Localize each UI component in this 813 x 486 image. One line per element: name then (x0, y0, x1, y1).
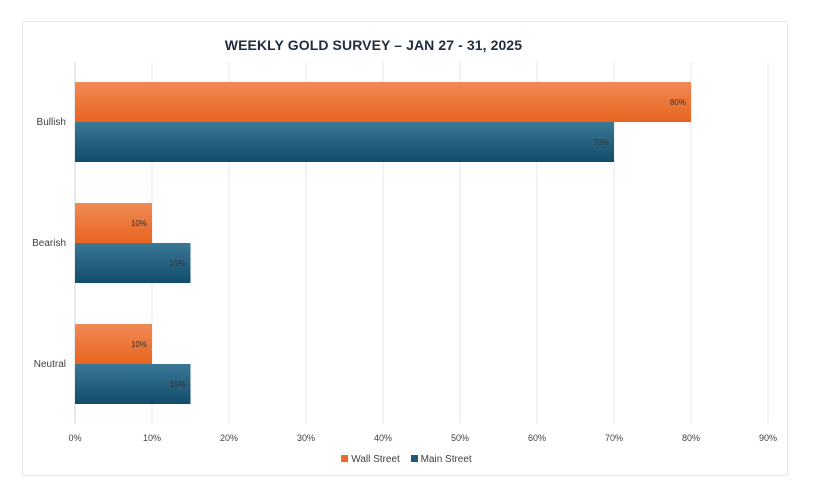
category-label-bullish: Bullish (37, 117, 66, 128)
bar-main-street-bullish (75, 122, 614, 162)
bar-wall-street-bullish (75, 82, 691, 122)
data-label-main-street-bearish: 15% (169, 259, 185, 268)
data-label-main-street-bullish: 70% (593, 138, 609, 147)
labels: 0% 10% 20% 30% 40% 50% 60% 70% 80% 90% Bullish 80% 7… (32, 98, 777, 443)
x-tick-label-90: 90% (759, 433, 777, 443)
x-tick-label-10: 10% (143, 433, 161, 443)
bar-wall-street-bearish (75, 203, 152, 243)
x-tick-label-20: 20% (220, 433, 238, 443)
category-label-bearish: Bearish (32, 238, 66, 249)
legend: Wall Street Main Street (0, 454, 813, 465)
legend-label-main-street: Main Street (420, 454, 472, 465)
data-label-main-street-neutral: 15% (169, 380, 185, 389)
legend-item-main-street: Main Street (410, 454, 472, 465)
data-label-wall-street-bearish: 10% (131, 219, 147, 228)
x-tick-label-70: 70% (605, 433, 623, 443)
legend-swatch-main-street (410, 455, 418, 462)
x-tick-label-30: 30% (297, 433, 315, 443)
data-label-wall-street-neutral: 10% (131, 340, 147, 349)
chart-title: WEEKLY GOLD SURVEY – JAN 27 - 31, 2025 (224, 37, 523, 53)
bar-main-street-neutral (75, 364, 191, 404)
x-tick-label-60: 60% (528, 433, 546, 443)
bars (75, 82, 691, 404)
x-tick-label-50: 50% (451, 433, 469, 443)
data-label-wall-street-bullish: 80% (670, 98, 686, 107)
bar-wall-street-neutral (75, 324, 152, 364)
x-tick-label-0: 0% (68, 433, 81, 443)
category-label-neutral: Neutral (34, 359, 66, 370)
legend-item-wall-street: Wall Street (341, 454, 400, 465)
x-tick-label-80: 80% (682, 433, 700, 443)
x-tick-label-40: 40% (374, 433, 392, 443)
legend-label-wall-street: Wall Street (351, 454, 400, 465)
legend-swatch-wall-street (341, 455, 349, 462)
bar-main-street-bearish (75, 243, 191, 283)
